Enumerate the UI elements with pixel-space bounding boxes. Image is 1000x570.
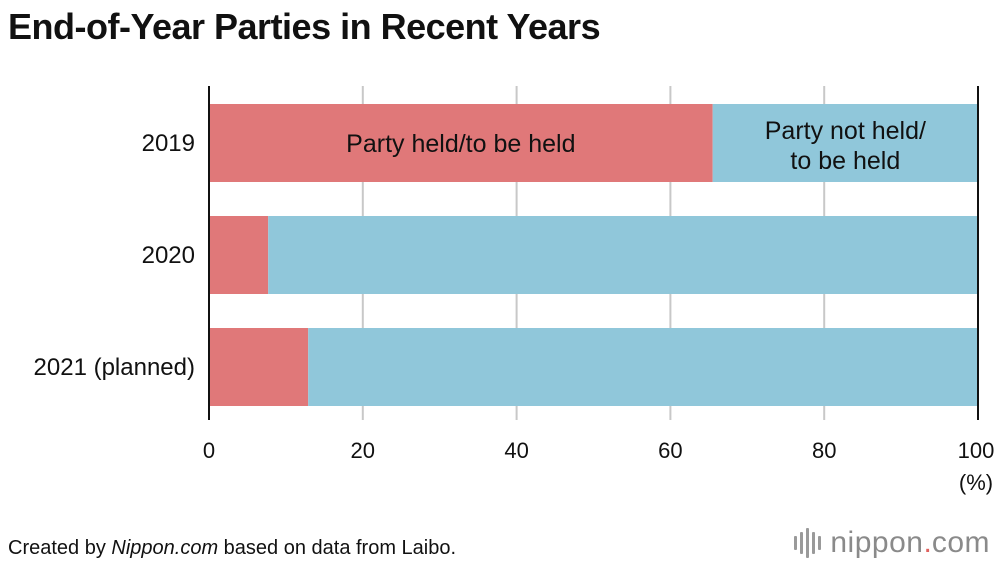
logo-name: nippon [830, 526, 924, 559]
source-note: Created by Nippon.com based on data from… [8, 537, 456, 560]
x-tick-label: 40 [504, 438, 528, 463]
x-tick-label: 100 [958, 438, 995, 463]
axes [208, 86, 979, 420]
x-tick-label: 20 [351, 438, 375, 463]
category-label: 2020 [142, 242, 195, 269]
x-tick-label: 80 [812, 438, 836, 463]
logo-tld: com [931, 526, 990, 559]
labels: 2019 2020 2021 (planned) 0 20 40 60 80 100 (%) Par… [34, 117, 995, 495]
bar-not-held [268, 216, 978, 294]
bars [209, 104, 978, 406]
bar-not-held [308, 328, 978, 406]
bar-held [209, 328, 309, 406]
x-unit-label: (%) [959, 470, 993, 495]
bar-label-held: Party held/to be held [346, 130, 575, 158]
bar-held [209, 104, 713, 182]
logo-bars-icon [794, 528, 824, 558]
chart-title: End-of-Year Parties in Recent Years [8, 6, 601, 47]
logo-dot: . [923, 526, 932, 559]
x-tick-label: 60 [658, 438, 682, 463]
bar-label-not-held: Party not held/ [765, 117, 926, 145]
x-tick-label: 0 [203, 438, 215, 463]
source-prefix: Created by [8, 537, 112, 559]
bar-label-not-held: to be held [790, 147, 900, 175]
bar-held [209, 216, 269, 294]
stacked-bar-chart: 2019 2020 2021 (planned) 0 20 40 60 80 100 (%) Par… [34, 86, 995, 495]
nippon-logo: nippon. com [794, 526, 990, 560]
source-site: Nippon.com [111, 537, 219, 559]
category-label: 2021 (planned) [34, 354, 195, 381]
source-suffix: based on data from Laibo. [218, 537, 457, 559]
category-label: 2019 [142, 130, 195, 157]
bar-not-held [712, 104, 978, 182]
